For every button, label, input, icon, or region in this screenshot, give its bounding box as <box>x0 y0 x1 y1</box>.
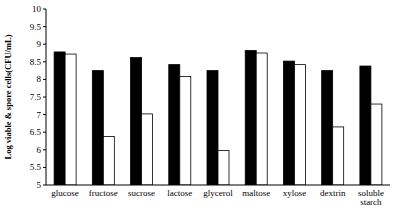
bar <box>245 51 256 185</box>
y-tick-label: 7.5 <box>30 92 42 102</box>
bar <box>131 58 142 185</box>
x-tick-label: glucose <box>51 188 79 198</box>
chart-container: 5 5.5 6 6.5 7 7.5 8 8.5 9 9.5 10 Log viable & spore… <box>0 0 394 208</box>
bar <box>218 151 229 185</box>
y-tick-label: 7 <box>37 110 42 120</box>
x-tick-label: fructose <box>89 188 118 198</box>
y-tick-label: 9 <box>37 39 42 49</box>
bar <box>207 71 218 185</box>
chart-svg: 5 5.5 6 6.5 7 7.5 8 8.5 9 9.5 10 Log viable & spore… <box>0 0 394 208</box>
x-tick-label: solublestarch <box>358 188 384 207</box>
x-tick-label: dextrin <box>320 188 346 198</box>
bar <box>92 71 103 185</box>
x-tick-label: maltose <box>242 188 270 198</box>
y-tick-label: 5 <box>37 180 42 190</box>
x-tick-label: sucrose <box>128 188 155 198</box>
bar <box>103 136 114 185</box>
bar <box>333 127 344 185</box>
bar <box>54 52 65 185</box>
bars <box>54 51 382 185</box>
bar <box>142 114 153 185</box>
y-tick-label: 9.5 <box>30 22 42 32</box>
bar <box>360 66 371 185</box>
y-tick-label: 6 <box>37 145 42 155</box>
bar <box>322 71 333 185</box>
x-axis <box>46 185 390 186</box>
bar <box>180 77 191 185</box>
bar <box>294 65 305 185</box>
x-tick-label: glycerol <box>203 188 233 198</box>
y-axis <box>46 9 47 185</box>
y-tick-label: 8.5 <box>30 57 42 67</box>
bar <box>169 65 180 185</box>
bar <box>283 61 294 185</box>
bar <box>65 54 76 185</box>
y-axis-label: Log viable & spore cells(CFU/mL) <box>3 34 13 159</box>
y-tick-label: 5.5 <box>30 162 42 172</box>
y-tick-label: 8 <box>37 74 42 84</box>
y-tick-label: 10 <box>32 4 42 14</box>
bar <box>256 53 267 185</box>
x-tick-label: xylose <box>283 188 307 198</box>
bar <box>371 104 382 185</box>
y-tick-label: 6.5 <box>30 127 42 137</box>
x-tick-label: lactose <box>167 188 192 198</box>
